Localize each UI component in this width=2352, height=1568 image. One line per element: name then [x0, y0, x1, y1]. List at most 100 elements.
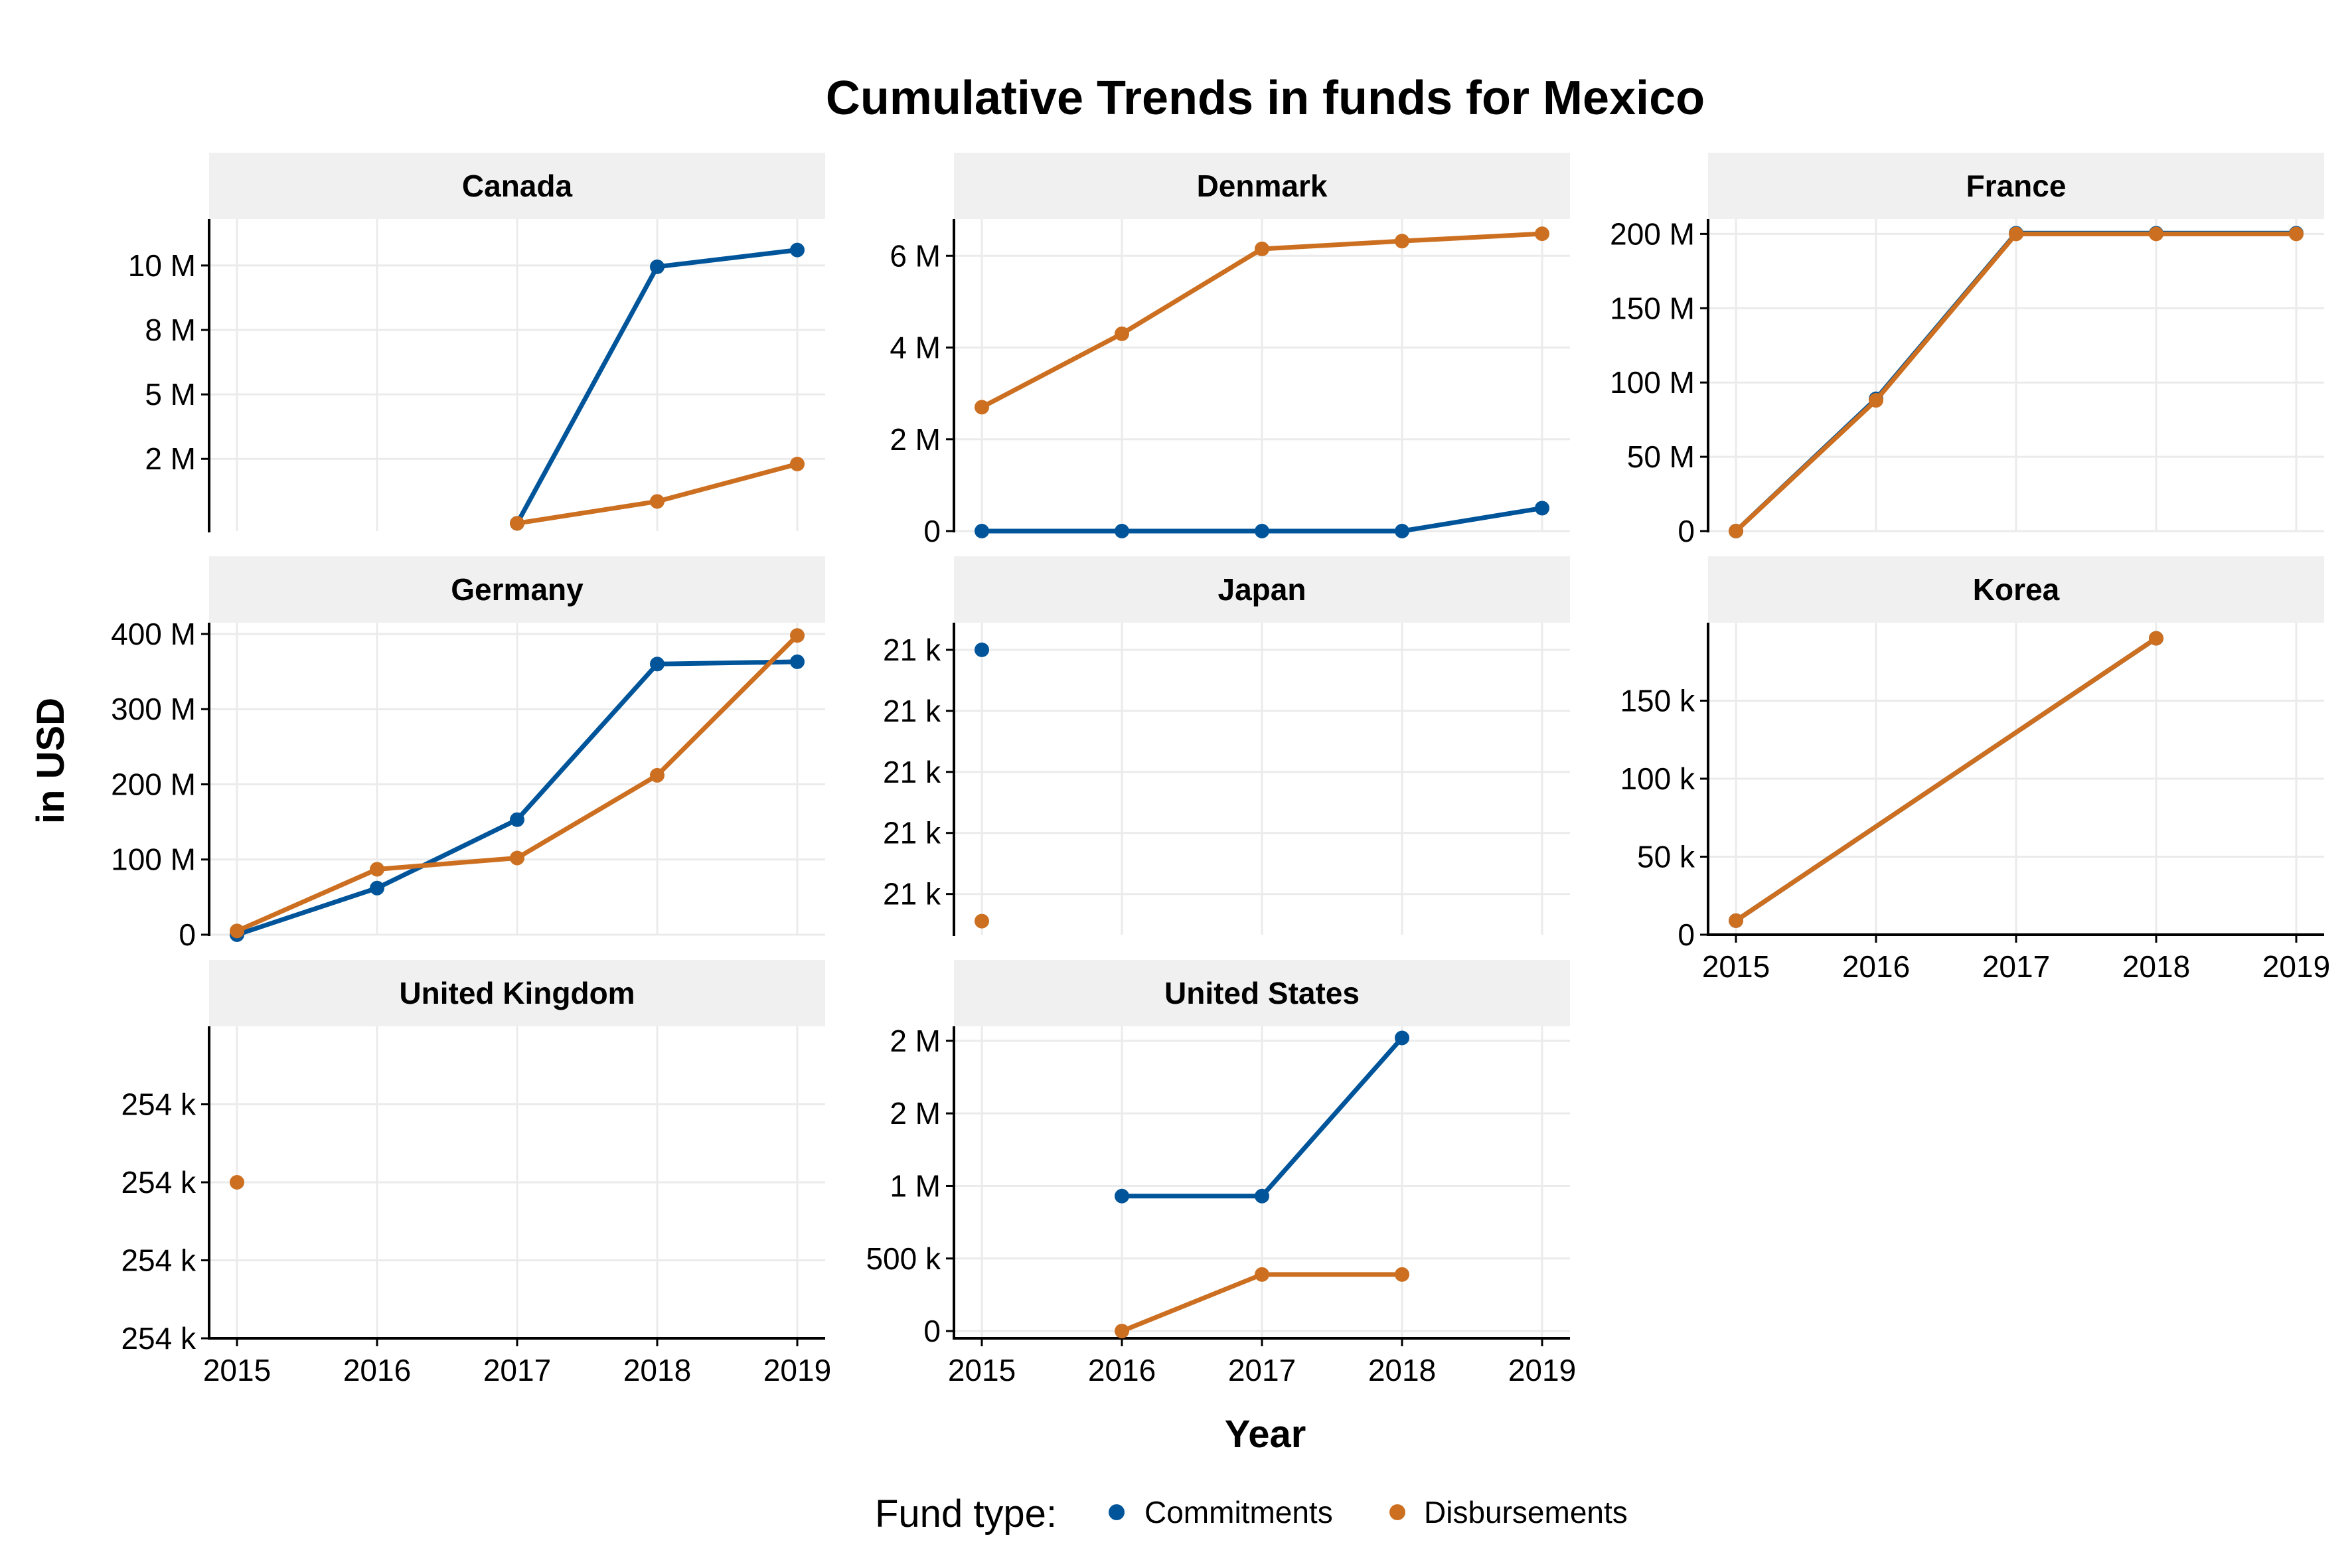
- data-point: [1729, 524, 1743, 538]
- data-point: [1535, 226, 1549, 242]
- series-disbursements: [975, 913, 989, 929]
- series-disbursements: [1729, 631, 2163, 928]
- data-point: [975, 400, 989, 415]
- x-tick-label: 2015: [1702, 949, 1770, 984]
- data-point: [510, 850, 524, 866]
- data-point: [650, 657, 665, 672]
- data-point: [790, 457, 805, 472]
- series-line: [1733, 636, 2159, 923]
- series-commitments: [1115, 1030, 1409, 1204]
- x-tick-label: 2015: [948, 1353, 1016, 1387]
- y-tick-label: 400 M: [111, 617, 196, 651]
- data-point: [1729, 913, 1743, 928]
- series-disbursements: [1729, 226, 2304, 538]
- data-point: [1115, 524, 1129, 538]
- y-tick-label: 100 M: [1610, 365, 1695, 400]
- legend-marker-disbursements: [1389, 1504, 1405, 1520]
- y-tick-label: 254 k: [121, 1321, 196, 1356]
- y-tick-label: 100 k: [1620, 761, 1695, 796]
- y-tick-label: 2 M: [890, 1096, 941, 1131]
- panel-korea: Korea 0 50 k 100 k 150 k 2015 2016 2017 2018 2019: [1620, 556, 2330, 984]
- y-tick-label: 0: [923, 1314, 941, 1348]
- x-tick-label: 2019: [2262, 949, 2330, 984]
- y-axis-title: in USD: [29, 698, 72, 824]
- data-point: [370, 862, 384, 877]
- x-tick-label: 2015: [203, 1353, 271, 1387]
- data-point: [1395, 234, 1409, 249]
- data-point: [975, 524, 989, 538]
- y-tick-label: 254 k: [121, 1165, 196, 1200]
- x-tick-label: 2017: [1228, 1353, 1296, 1387]
- data-point: [1115, 326, 1129, 341]
- panel-title: United States: [1164, 976, 1360, 1010]
- data-point: [1535, 501, 1549, 516]
- legend: Fund type: Commitments Disbursements: [875, 1492, 1628, 1535]
- panel-title: Denmark: [1197, 169, 1328, 203]
- y-tick-label: 21 k: [883, 755, 941, 789]
- y-tick-label: 0: [1678, 917, 1695, 952]
- legend-title: Fund type:: [875, 1492, 1057, 1535]
- y-tick-label: 1 M: [890, 1168, 941, 1203]
- data-point: [1395, 524, 1409, 538]
- legend-marker-commitments: [1109, 1504, 1125, 1520]
- data-point: [1255, 241, 1269, 256]
- y-tick-label: 21 k: [883, 694, 941, 728]
- x-tick-label: 2018: [2122, 949, 2190, 984]
- series-disbursements: [230, 1175, 244, 1190]
- panel-united-states: United States 0 500 k 1 M 2 M 2 M 2015 2016 2017…: [866, 960, 1576, 1387]
- series-disbursements: [975, 226, 1549, 415]
- x-axis-title: Year: [1225, 1413, 1306, 1456]
- y-tick-label: 0: [1678, 514, 1695, 548]
- y-tick-label: 2 M: [890, 422, 941, 457]
- panel-strip: [954, 153, 1570, 219]
- panel-strip: [1708, 556, 2324, 623]
- y-tick-label: 100 M: [111, 842, 196, 877]
- series-commitments: [975, 642, 989, 657]
- panel-title: Canada: [462, 169, 573, 203]
- panel-strip: [954, 556, 1570, 623]
- data-point: [510, 516, 524, 531]
- x-tick-label: 2016: [1842, 949, 1910, 984]
- series-disbursements: [510, 457, 805, 531]
- data-point: [1255, 1267, 1269, 1282]
- data-point: [1115, 1188, 1129, 1204]
- y-tick-label: 500 k: [866, 1241, 941, 1276]
- panel-japan: Japan 21 k 21 k 21 k 21 k 21 k: [883, 556, 1570, 936]
- y-tick-label: 50 M: [1627, 439, 1695, 474]
- y-tick-label: 0: [923, 514, 941, 548]
- series-commitments: [230, 654, 805, 942]
- y-tick-label: 2 M: [890, 1024, 941, 1058]
- data-point: [230, 923, 244, 939]
- y-tick-label: 150 M: [1610, 291, 1695, 325]
- data-point: [1255, 524, 1269, 538]
- y-tick-label: 150 k: [1620, 684, 1695, 718]
- legend-label-disbursements: Disbursements: [1424, 1495, 1628, 1529]
- y-tick-label: 254 k: [121, 1243, 196, 1278]
- x-tick-label: 2016: [343, 1353, 411, 1387]
- panel-title: Germany: [451, 572, 584, 607]
- y-tick-label: 21 k: [883, 816, 941, 850]
- x-tick-label: 2019: [763, 1353, 831, 1387]
- y-tick-label: 21 k: [883, 633, 941, 667]
- series-disbursements: [230, 628, 805, 939]
- legend-label-commitments: Commitments: [1144, 1495, 1333, 1529]
- y-tick-label: 50 k: [1637, 840, 1695, 874]
- series-commitments: [975, 501, 1549, 538]
- panel-strip: [209, 960, 825, 1026]
- data-point: [1395, 1030, 1409, 1046]
- data-point: [790, 654, 805, 669]
- y-tick-label: 21 k: [883, 877, 941, 911]
- data-point: [2149, 631, 2163, 646]
- panel-strip: [209, 153, 825, 219]
- data-point: [650, 494, 665, 509]
- panel-canada: Canada 2 M 5 M 8 M 10 M: [128, 153, 825, 532]
- data-point: [1395, 1267, 1409, 1282]
- x-tick-label: 2019: [1508, 1353, 1576, 1387]
- panels: Canada 2 M 5 M 8 M 10 M Denmark 0 2 M 4 M 6 M Fran…: [111, 153, 2330, 1387]
- data-point: [790, 628, 805, 643]
- data-point: [2289, 226, 2304, 242]
- data-point: [510, 812, 524, 827]
- y-tick-label: 300 M: [111, 692, 196, 726]
- data-point: [370, 880, 384, 896]
